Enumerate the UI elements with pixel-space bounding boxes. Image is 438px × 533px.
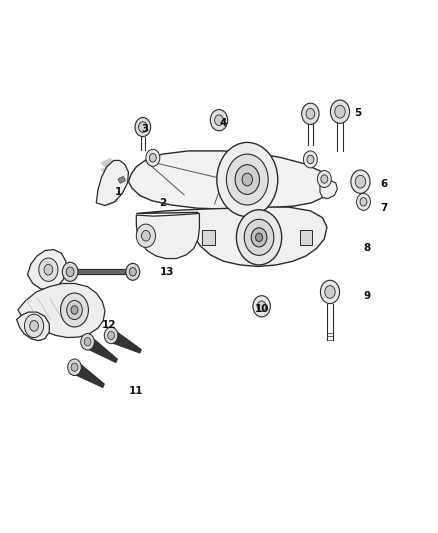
Circle shape: [62, 262, 78, 281]
Circle shape: [330, 100, 350, 123]
Circle shape: [321, 280, 339, 304]
Text: 13: 13: [159, 267, 174, 277]
Polygon shape: [128, 151, 330, 209]
Circle shape: [129, 268, 136, 276]
Circle shape: [335, 106, 345, 118]
Circle shape: [325, 286, 335, 298]
Circle shape: [255, 233, 262, 241]
Text: 3: 3: [141, 124, 148, 134]
Circle shape: [226, 154, 268, 205]
Polygon shape: [101, 165, 118, 178]
Circle shape: [360, 198, 367, 206]
Circle shape: [39, 258, 58, 281]
Polygon shape: [17, 312, 49, 341]
Polygon shape: [72, 361, 104, 387]
Circle shape: [108, 332, 114, 340]
Polygon shape: [202, 230, 215, 245]
Circle shape: [242, 173, 253, 186]
Circle shape: [257, 301, 266, 312]
Polygon shape: [109, 329, 141, 353]
Polygon shape: [101, 158, 118, 171]
Polygon shape: [85, 336, 117, 362]
Circle shape: [66, 267, 74, 277]
Polygon shape: [136, 214, 199, 259]
Polygon shape: [118, 176, 125, 183]
Polygon shape: [300, 230, 312, 245]
Circle shape: [136, 224, 155, 247]
Polygon shape: [96, 160, 128, 206]
Polygon shape: [101, 179, 118, 192]
Text: 9: 9: [364, 290, 371, 301]
Circle shape: [71, 306, 78, 314]
Circle shape: [302, 103, 319, 124]
Circle shape: [217, 142, 278, 216]
Circle shape: [81, 334, 94, 350]
Text: 5: 5: [355, 108, 362, 118]
Circle shape: [60, 293, 88, 327]
Text: 12: 12: [102, 320, 117, 330]
Circle shape: [138, 122, 147, 132]
Circle shape: [84, 338, 91, 346]
Circle shape: [318, 171, 331, 188]
Circle shape: [141, 230, 150, 241]
Text: 8: 8: [364, 243, 371, 253]
Circle shape: [25, 314, 44, 337]
Polygon shape: [18, 284, 105, 337]
Circle shape: [146, 149, 160, 166]
Circle shape: [135, 117, 151, 136]
Circle shape: [357, 193, 371, 211]
Circle shape: [30, 320, 39, 331]
Text: 10: 10: [255, 304, 270, 314]
Text: 6: 6: [381, 179, 388, 189]
Circle shape: [71, 363, 78, 372]
Circle shape: [44, 264, 53, 275]
Circle shape: [307, 155, 314, 164]
Text: 2: 2: [159, 198, 166, 208]
Circle shape: [215, 115, 223, 125]
Polygon shape: [28, 249, 67, 290]
Circle shape: [126, 263, 140, 280]
Circle shape: [104, 327, 118, 344]
Polygon shape: [320, 180, 337, 199]
Circle shape: [321, 175, 328, 183]
Circle shape: [237, 210, 282, 265]
Circle shape: [304, 151, 318, 168]
Circle shape: [68, 359, 81, 376]
Text: 7: 7: [381, 203, 388, 213]
Circle shape: [149, 154, 156, 162]
Text: 1: 1: [115, 187, 123, 197]
Circle shape: [235, 165, 259, 195]
Text: 4: 4: [220, 118, 227, 128]
Circle shape: [355, 175, 366, 188]
Circle shape: [210, 110, 228, 131]
Polygon shape: [101, 172, 118, 185]
Circle shape: [253, 296, 270, 317]
Circle shape: [351, 170, 370, 193]
Polygon shape: [101, 186, 118, 199]
Circle shape: [306, 109, 315, 119]
Text: 11: 11: [129, 386, 144, 396]
Polygon shape: [101, 193, 118, 206]
Polygon shape: [136, 207, 327, 266]
Circle shape: [67, 301, 82, 319]
Circle shape: [251, 228, 267, 247]
Circle shape: [244, 219, 274, 255]
